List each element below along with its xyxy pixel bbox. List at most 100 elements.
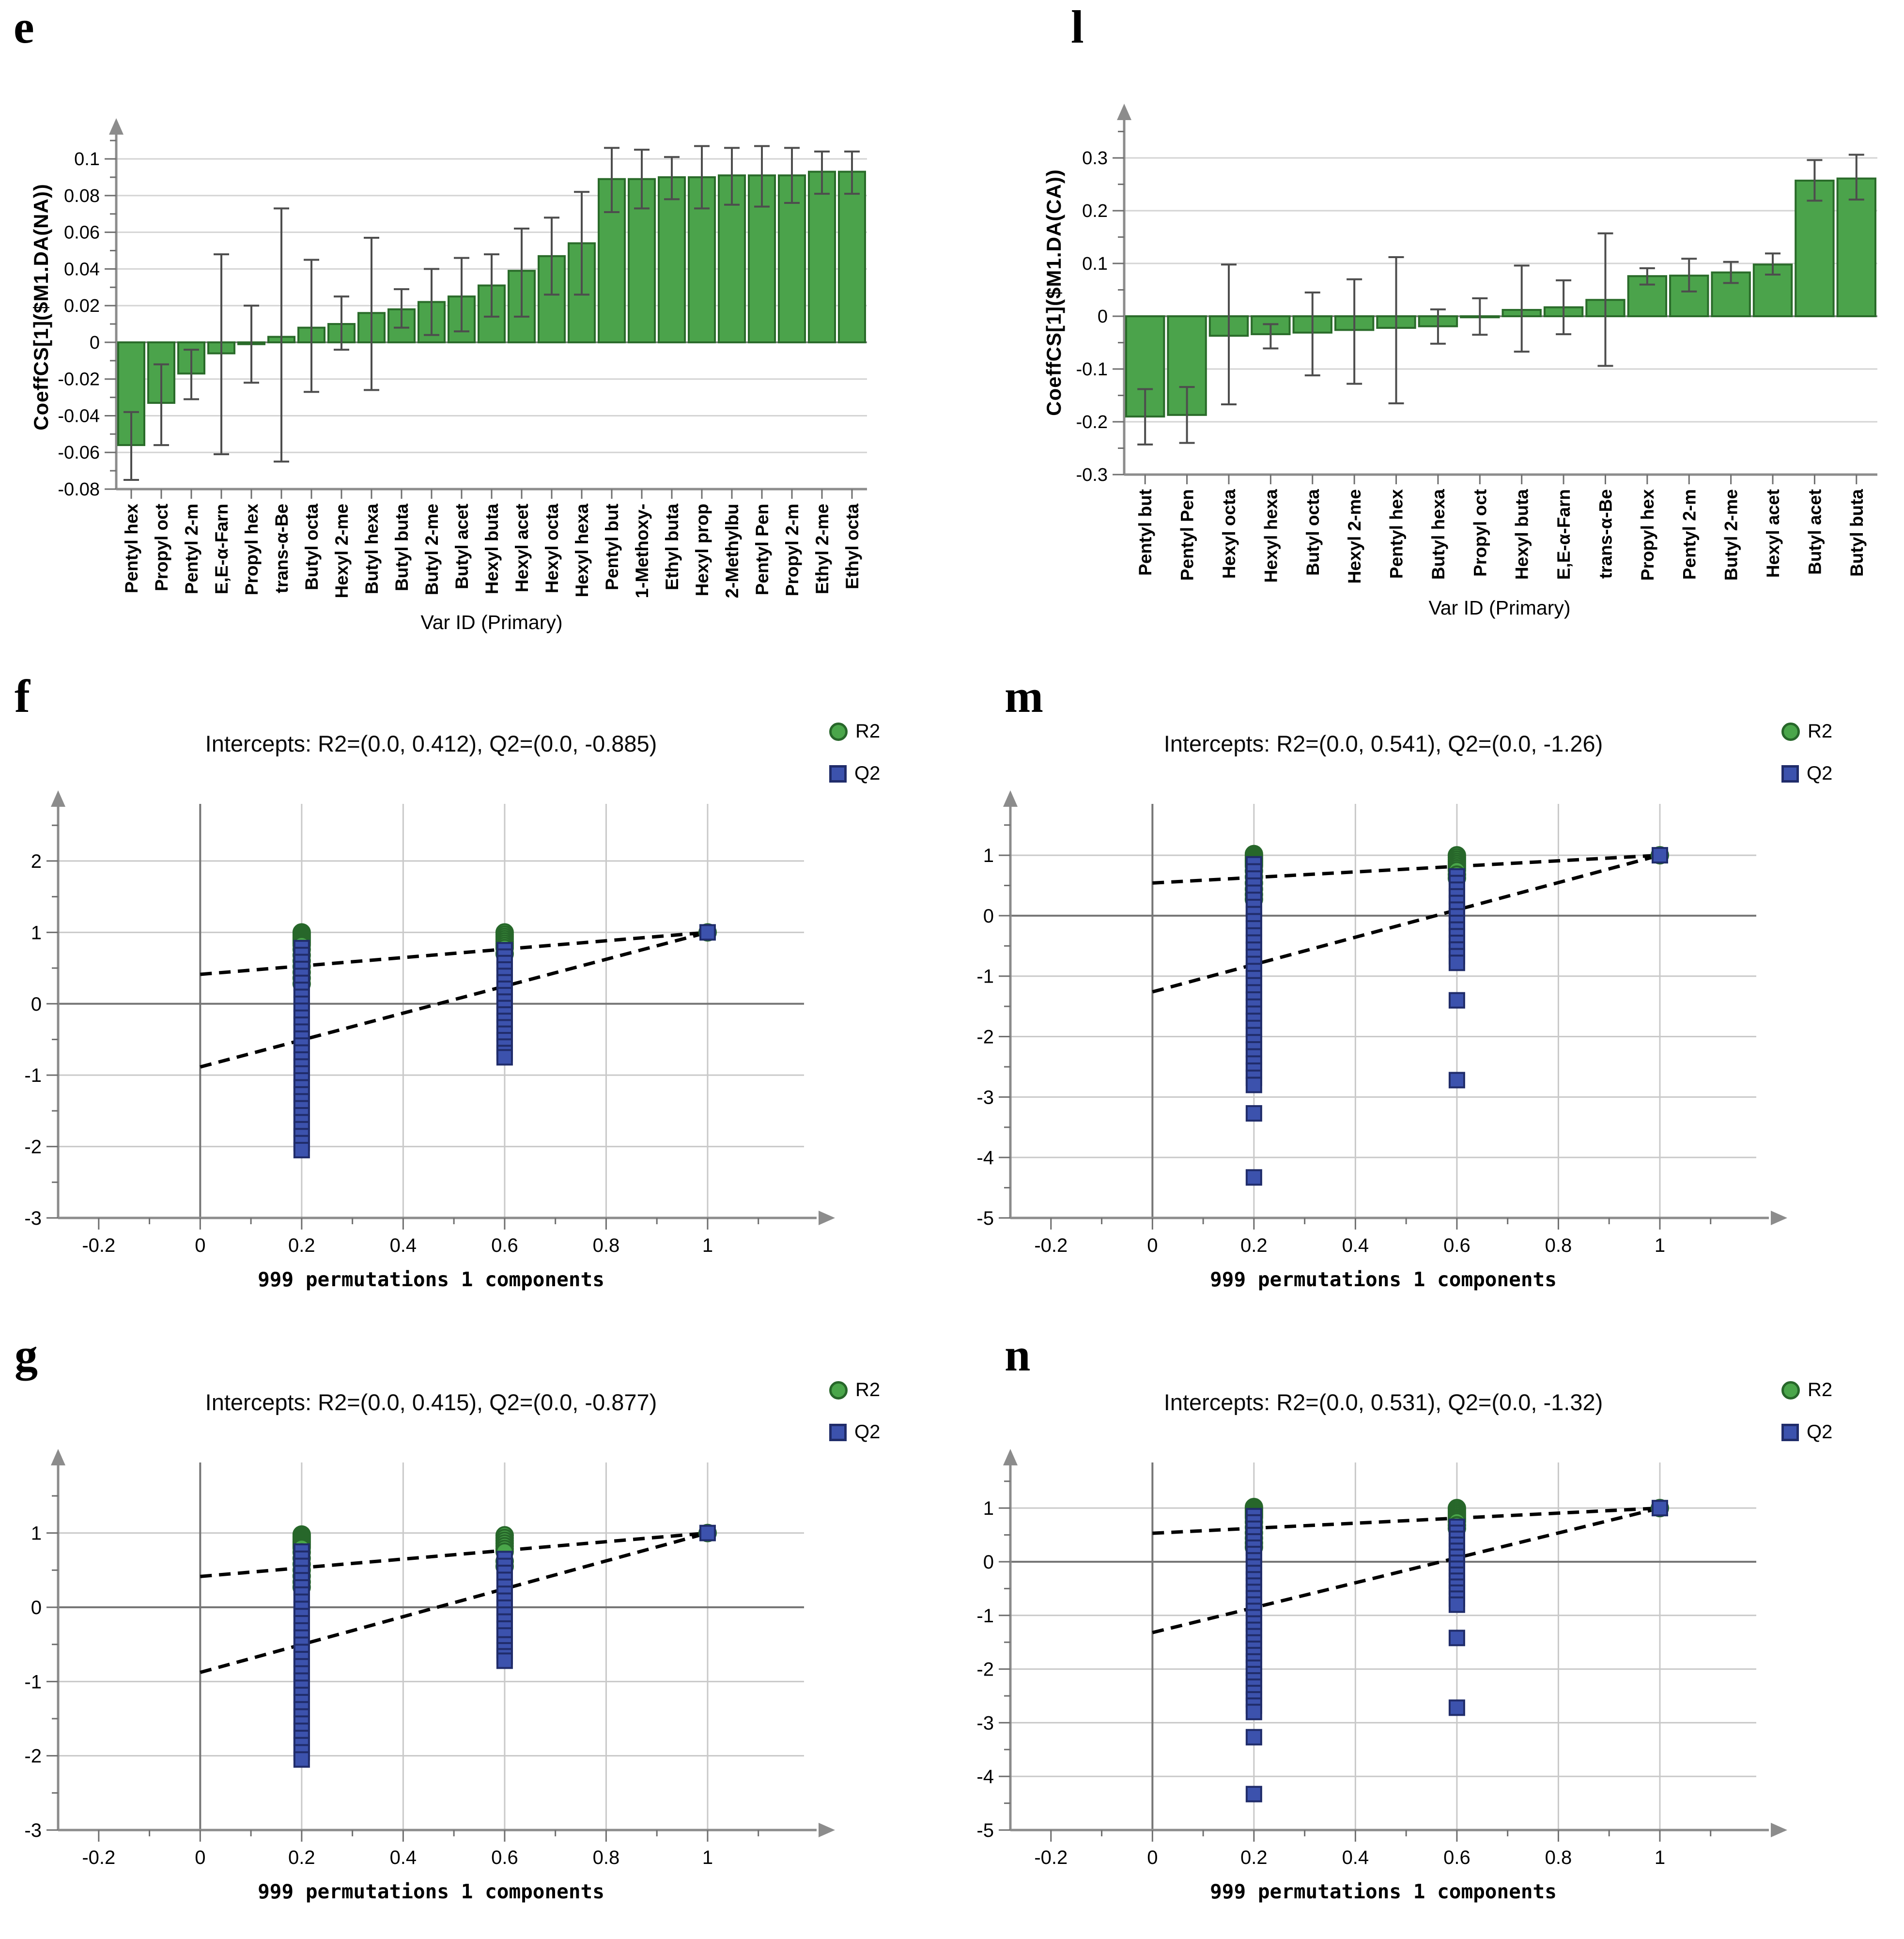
legend-item-q2: Q2 (829, 763, 880, 785)
y-tick-label: -2 (24, 1137, 42, 1158)
x-tick-label: 0 (195, 1847, 205, 1868)
panel-g: g Intercepts: R2=(0.0, 0.415), Q2=(0.0, … (0, 1317, 952, 1939)
axis-arrow-right-icon (1771, 1211, 1787, 1225)
legend-label: R2 (855, 721, 881, 742)
q2-marker (1651, 847, 1668, 864)
y-tick-label: -0.08 (58, 479, 100, 500)
category-label: Butyl acet (1805, 489, 1825, 575)
x-tick-label: 0 (1147, 1847, 1158, 1868)
q2-dashed-line (200, 930, 708, 1069)
panel-m: m Intercepts: R2=(0.0, 0.541), Q2=(0.0, … (952, 659, 1904, 1327)
axis-arrow-right-icon (819, 1823, 835, 1837)
y-tick-label: -0.2 (1076, 412, 1108, 432)
y-tick-label: -2 (976, 1027, 994, 1048)
category-label: Ethyl 2-me (812, 504, 832, 594)
bar (778, 174, 806, 343)
q2-marker (293, 1751, 310, 1768)
category-label: Hexyl 2-me (1345, 489, 1364, 584)
plot-title: Intercepts: R2=(0.0, 0.412), Q2=(0.0, -0… (205, 731, 657, 756)
category-label: Butyl acet (452, 504, 472, 589)
category-label: trans-α-Be (1595, 489, 1615, 579)
legend-label: Q2 (854, 1421, 881, 1443)
y-tick-label: -5 (976, 1208, 994, 1229)
x-tick-label: 0.4 (1342, 1847, 1369, 1868)
q2-marker (1245, 1077, 1262, 1093)
q2-square-icon (1781, 765, 1799, 783)
legend-item-q2: Q2 (1781, 763, 1832, 785)
category-label: Pentyl hex (122, 504, 141, 593)
y-tick-label: 1 (31, 922, 42, 943)
plot-title: Intercepts: R2=(0.0, 0.541), Q2=(0.0, -1… (1163, 731, 1603, 756)
category-label: Hexyl buta (482, 504, 502, 595)
category-label: Pentyl Pen (752, 504, 772, 595)
category-label: Hexyl octa (1219, 489, 1239, 579)
category-label: Butyl octa (302, 504, 322, 590)
permutation-plot-f-canvas: -3 -2 -1 0 1 2 -0.2 0 0.2 0.4 0.6 0.8 1 (24, 790, 835, 1256)
category-label: Pentyl Pen (1177, 489, 1197, 581)
y-tick-label: -0.02 (58, 369, 100, 390)
category-label: Hexyl hexa (1261, 489, 1281, 583)
y-tick-label: 0.06 (64, 223, 100, 243)
bar (1836, 177, 1876, 318)
category-label: E,E-α-Farn (212, 504, 232, 594)
category-label: Hexyl hexa (572, 504, 592, 598)
legend: R2 Q2 (1781, 721, 1832, 805)
q2-square-icon (1781, 1423, 1799, 1441)
x-tick-label: 0.4 (1342, 1235, 1369, 1256)
y-tick-label: 0 (1098, 307, 1108, 327)
x-axis-label: Var ID (Primary) (1428, 597, 1571, 619)
panel-letter-e: e (14, 1, 34, 53)
x-axis-label: 999 permutations 1 components (258, 1880, 604, 1903)
y-tick-label: 0 (31, 994, 42, 1015)
axis-arrow-up-icon (109, 118, 124, 135)
bar (658, 176, 686, 343)
category-label: Butyl octa (1303, 489, 1323, 576)
x-axis-label: Var ID (Primary) (420, 611, 563, 633)
y-tick-label: -4 (976, 1766, 994, 1787)
q2-dashed-line (1152, 1506, 1660, 1634)
category-label: 2-Methylbu (722, 504, 742, 598)
x-tick-label: -0.2 (82, 1235, 115, 1256)
q2-marker (1245, 1704, 1262, 1721)
panel-letter-f: f (15, 670, 30, 722)
bar (1795, 179, 1835, 318)
x-tick-label: -0.2 (82, 1847, 115, 1868)
legend-label: R2 (855, 1379, 881, 1400)
category-label: Propyl hex (242, 504, 262, 596)
q2-dashed-line (1152, 853, 1660, 994)
bar (808, 170, 836, 343)
x-tick-label: 0 (1147, 1235, 1158, 1256)
category-label: Butyl hexa (1428, 489, 1448, 580)
category-label: Pentyl but (602, 504, 622, 590)
y-tick-label: -0.1 (1076, 359, 1108, 380)
q2-dashed-line (200, 1531, 708, 1674)
q2-marker (1448, 954, 1465, 971)
panel-e: e CoeffCS[1]($M1.DA(NA)) 0.1 0.08 0.06 0.04… (0, 0, 952, 649)
q2-square-icon (829, 765, 847, 783)
category-label: Ethyl octa (842, 504, 862, 589)
panel-letter-n: n (1005, 1329, 1031, 1381)
panel-n: n Intercepts: R2=(0.0, 0.531), Q2=(0.0, … (952, 1317, 1904, 1939)
legend-label: Q2 (1807, 1421, 1833, 1443)
category-label: Pentyl hex (1387, 489, 1407, 579)
category-label: Propyl oct (152, 504, 171, 591)
panel-letter-l: l (1071, 1, 1084, 53)
x-tick-label: 0.2 (288, 1235, 315, 1256)
x-axis-label: 999 permutations 1 components (1210, 1268, 1557, 1291)
category-label: Butyl hexa (362, 504, 382, 595)
r2-circle-icon (1781, 1381, 1800, 1400)
y-tick-label: -3 (24, 1208, 42, 1229)
q2-marker (699, 1524, 716, 1541)
x-tick-label: 0.6 (491, 1235, 518, 1256)
axis-arrow-up-icon (1003, 790, 1018, 807)
category-label: Ethyl buta (662, 504, 682, 590)
q2-marker (1448, 992, 1465, 1009)
y-tick-label: 2 (31, 851, 42, 872)
y-tick-label: -3 (976, 1087, 994, 1108)
q2-marker (1245, 1729, 1262, 1746)
axis-arrow-right-icon (819, 1211, 835, 1225)
category-label: Propyl 2-m (782, 504, 802, 596)
x-tick-label: 0.6 (491, 1847, 518, 1868)
x-tick-label: 0.8 (593, 1847, 620, 1868)
